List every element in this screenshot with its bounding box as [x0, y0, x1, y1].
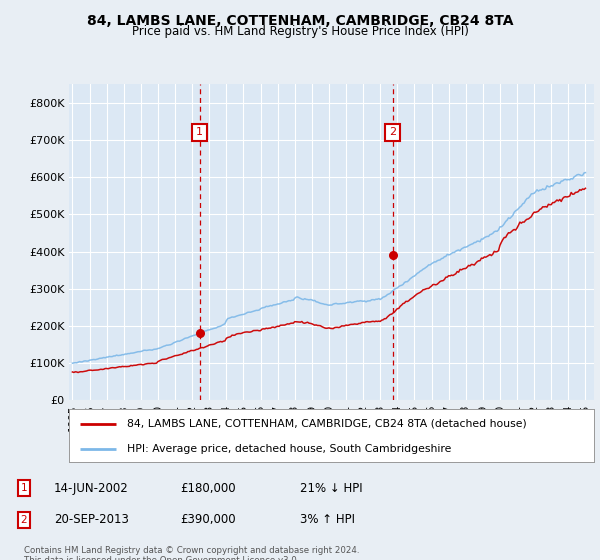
Text: 1: 1	[196, 127, 203, 137]
Text: 84, LAMBS LANE, COTTENHAM, CAMBRIDGE, CB24 8TA: 84, LAMBS LANE, COTTENHAM, CAMBRIDGE, CB…	[87, 14, 513, 28]
Text: £180,000: £180,000	[180, 482, 236, 495]
Text: 1: 1	[20, 483, 28, 493]
Text: HPI: Average price, detached house, South Cambridgeshire: HPI: Average price, detached house, Sout…	[127, 444, 451, 454]
Text: 3% ↑ HPI: 3% ↑ HPI	[300, 513, 355, 526]
Text: Contains HM Land Registry data © Crown copyright and database right 2024.
This d: Contains HM Land Registry data © Crown c…	[24, 546, 359, 560]
Text: 2: 2	[20, 515, 28, 525]
Text: 21% ↓ HPI: 21% ↓ HPI	[300, 482, 362, 495]
Text: £390,000: £390,000	[180, 513, 236, 526]
Text: 2: 2	[389, 127, 396, 137]
Text: Price paid vs. HM Land Registry's House Price Index (HPI): Price paid vs. HM Land Registry's House …	[131, 25, 469, 38]
Text: 14-JUN-2002: 14-JUN-2002	[54, 482, 129, 495]
Text: 20-SEP-2013: 20-SEP-2013	[54, 513, 129, 526]
Text: 84, LAMBS LANE, COTTENHAM, CAMBRIDGE, CB24 8TA (detached house): 84, LAMBS LANE, COTTENHAM, CAMBRIDGE, CB…	[127, 419, 527, 429]
